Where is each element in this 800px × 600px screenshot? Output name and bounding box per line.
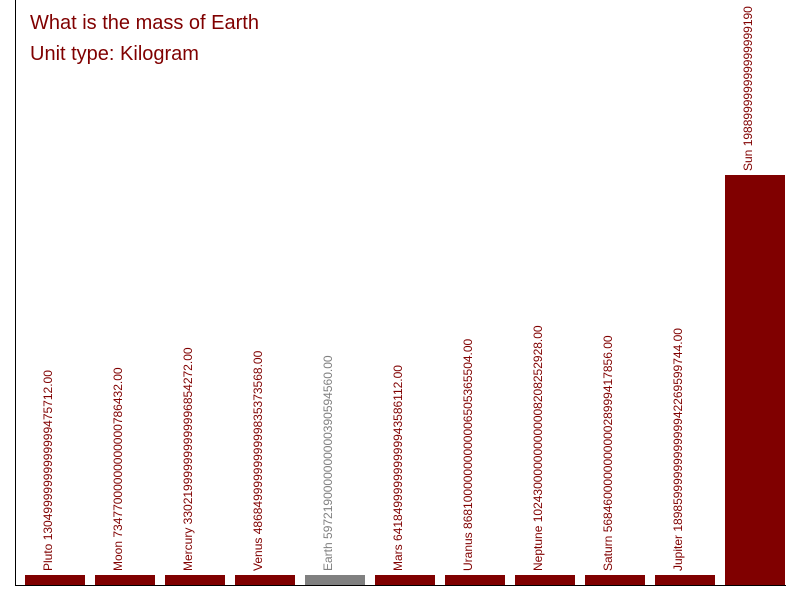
- bar: [95, 575, 155, 585]
- bar-label: Mars 641849999999999943586112.00: [391, 365, 405, 571]
- bar-category: Mars: [391, 544, 405, 571]
- value-label: 568460000000000028999417856.00: [601, 335, 615, 532]
- value-label: 5972190000000000390594560.00: [321, 355, 335, 539]
- bar: [515, 575, 575, 585]
- bar: [725, 175, 785, 585]
- bar-category: Earth: [321, 542, 335, 571]
- value-label: 13049999999999999475712.00: [41, 370, 55, 541]
- bar-label: Neptune 102430000000000008208252928.00: [531, 325, 545, 571]
- value-label: 4868499999999999835373568.00: [251, 350, 265, 534]
- bar: [375, 575, 435, 585]
- bar-label: Earth 5972190000000000390594560.00: [321, 355, 335, 571]
- bar-label: Venus 4868499999999999835373568.00: [251, 350, 265, 571]
- bar-label: Pluto 13049999999999999475712.00: [41, 370, 55, 571]
- chart-title: What is the mass of Earth: [30, 12, 259, 34]
- bar-label: Moon 73477000000000000786432.00: [111, 367, 125, 571]
- bar-category: Mercury: [181, 528, 195, 571]
- value-label: 102430000000000008208252928.00: [531, 325, 545, 522]
- value-label: 73477000000000000786432.00: [111, 367, 125, 538]
- value-label: 641849999999999943586112.00: [391, 365, 405, 541]
- bar: [235, 575, 295, 585]
- bar-category: Jupiter: [671, 535, 685, 571]
- bar-category: Pluto: [41, 543, 55, 571]
- bar: [305, 575, 365, 585]
- bar-category: Saturn: [601, 536, 615, 571]
- bar-category: Moon: [111, 541, 125, 571]
- bar: [585, 575, 645, 585]
- bar: [25, 575, 85, 585]
- bar: [655, 575, 715, 585]
- bar-label: Uranus 86810000000000006505365504.00: [461, 338, 475, 571]
- value-label: 86810000000000006505365504.00: [461, 338, 475, 529]
- bar-label: Jupiter 1898599999999999942269599744.00: [671, 328, 685, 571]
- value-label: 198899999999999999190: [741, 6, 755, 146]
- bar-category: Neptune: [531, 525, 545, 571]
- bar-category: Venus: [251, 538, 265, 571]
- chart-subtitle: Unit type: Kilogram: [30, 43, 199, 65]
- bar-label: Saturn 568460000000000028999417856.00: [601, 335, 615, 571]
- value-label: 330219999999999996854272.00: [181, 347, 195, 524]
- bar-category: Uranus: [461, 532, 475, 571]
- bar-label: Mercury 330219999999999996854272.00: [181, 347, 195, 571]
- bar-label: Sun 198899999999999999190: [741, 6, 755, 171]
- bar: [445, 575, 505, 585]
- value-label: 1898599999999999942269599744.00: [671, 328, 685, 532]
- bar: [165, 575, 225, 585]
- bar-category: Sun: [741, 150, 755, 171]
